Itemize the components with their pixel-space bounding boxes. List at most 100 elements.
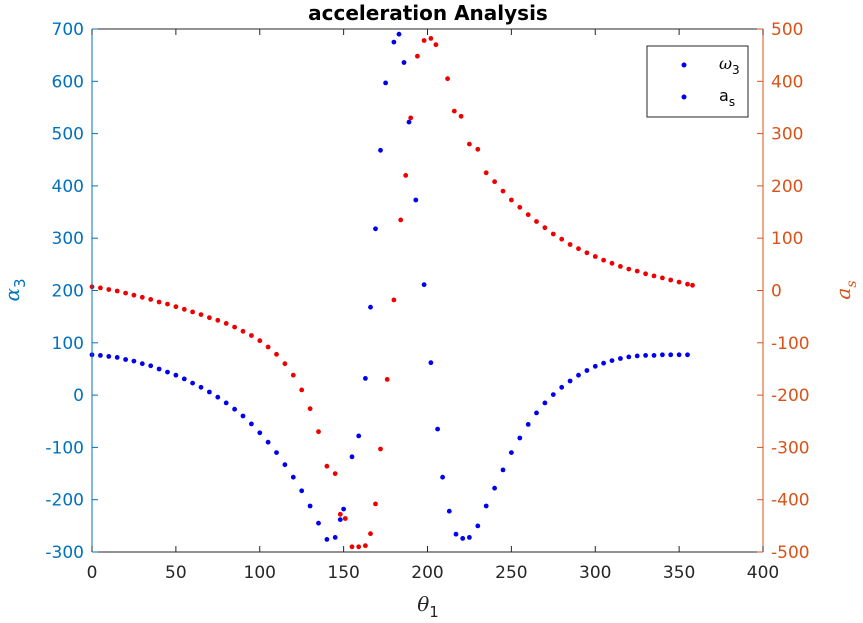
a-s-point xyxy=(131,292,137,298)
omega3-point xyxy=(421,282,427,288)
a-s-point xyxy=(384,377,390,382)
omega3-point xyxy=(500,467,506,473)
omega3-point xyxy=(207,389,212,395)
omega3-point xyxy=(467,535,472,540)
a-s-point xyxy=(257,338,263,344)
right-axis-label-main: a xyxy=(831,288,855,300)
a-s-point xyxy=(249,333,254,338)
omega3-point xyxy=(601,360,606,366)
omega3-point xyxy=(576,372,581,378)
a-s-point xyxy=(660,275,665,281)
a-s-point xyxy=(509,197,514,203)
a-s-point xyxy=(368,531,373,537)
omega3-point xyxy=(368,304,373,310)
a-s-point xyxy=(363,543,368,549)
left-tick-label: -300 xyxy=(45,543,84,563)
left-tick-label: 500 xyxy=(52,125,84,145)
omega3-point xyxy=(349,454,355,460)
a-s-point xyxy=(356,544,362,550)
omega3-point xyxy=(634,353,640,359)
x-tick-label: 200 xyxy=(411,563,443,583)
a-s-point xyxy=(651,273,657,279)
a-s-point xyxy=(324,463,330,469)
omega3-point xyxy=(446,508,452,514)
a-s-point xyxy=(181,306,187,312)
omega3-point xyxy=(257,430,263,436)
right-tick-label: 300 xyxy=(771,125,803,145)
omega3-point xyxy=(198,384,204,390)
a-s-point xyxy=(517,204,523,210)
a-s-point xyxy=(601,257,606,263)
a-s-point xyxy=(676,279,682,285)
omega3-point xyxy=(173,372,179,378)
omega3-point xyxy=(148,363,154,369)
legend-as-main: a xyxy=(719,86,729,105)
omega3-point xyxy=(592,363,598,369)
omega3-point xyxy=(483,503,489,509)
a-s-point xyxy=(378,446,383,452)
a-s-point xyxy=(342,516,348,521)
omega3-point xyxy=(215,394,221,400)
x-axis-label-sub: 1 xyxy=(429,603,439,621)
series-omega3 xyxy=(89,31,690,542)
x-axis-ticks: 0 50 100 150 200 250 300 350 400 xyxy=(87,29,779,583)
right-axis-label: as xyxy=(831,280,860,299)
a-s-point xyxy=(584,250,590,256)
a-s-point xyxy=(445,76,450,82)
a-s-point xyxy=(215,317,221,323)
chart-title: acceleration Analysis xyxy=(308,1,548,25)
omega3-point xyxy=(337,517,343,522)
legend-as-sub: s xyxy=(729,95,735,109)
right-axis-label-sub: s xyxy=(844,280,860,287)
a-s-point xyxy=(123,290,128,296)
omega3-point xyxy=(460,536,466,541)
a-s-point xyxy=(500,188,506,194)
a-s-point xyxy=(634,268,640,274)
x-axis-label: θ1 xyxy=(417,592,439,621)
omega3-point xyxy=(131,358,137,364)
a-s-point xyxy=(337,511,343,517)
omega3-point xyxy=(232,406,238,412)
a-s-point xyxy=(467,141,472,147)
left-tick-label: 300 xyxy=(52,229,84,249)
a-s-point xyxy=(373,501,378,507)
a-s-point xyxy=(592,254,598,259)
omega3-point xyxy=(435,426,440,432)
omega3-point xyxy=(413,197,419,203)
legend-label-omega3: ω3 xyxy=(719,54,740,77)
omega3-point xyxy=(290,474,296,480)
x-axis-label-main: θ xyxy=(417,592,429,616)
legend: ω3 as xyxy=(646,45,749,118)
a-s-point xyxy=(626,266,632,272)
x-tick-label: 300 xyxy=(579,563,611,583)
legend-marker-omega3 xyxy=(681,62,687,68)
left-tick-label: 100 xyxy=(52,334,84,354)
a-s-point xyxy=(240,328,246,334)
left-tick-label: -100 xyxy=(45,438,84,458)
omega3-point xyxy=(139,361,145,367)
left-axis-label-sub: 3 xyxy=(11,278,29,288)
a-s-point xyxy=(458,113,464,119)
a-s-point xyxy=(139,294,145,300)
omega3-point xyxy=(676,352,682,358)
a-s-point xyxy=(391,297,397,303)
omega3-point xyxy=(550,392,556,397)
series-a-s xyxy=(89,36,695,550)
legend-omega3-main: ω xyxy=(719,54,732,73)
omega3-point xyxy=(123,357,128,362)
a-s-point xyxy=(282,361,288,367)
omega3-point xyxy=(332,535,338,540)
omega3-point xyxy=(559,384,565,390)
a-s-point xyxy=(165,301,170,307)
omega3-point xyxy=(440,474,445,480)
a-s-point xyxy=(433,42,439,48)
omega3-point xyxy=(190,380,196,386)
right-tick-label: -500 xyxy=(771,543,810,563)
a-s-point xyxy=(483,170,489,176)
omega3-point xyxy=(525,422,531,427)
right-tick-label: 100 xyxy=(771,229,803,249)
omega3-point xyxy=(453,531,459,537)
a-s-point xyxy=(398,217,404,223)
omega3-point xyxy=(668,352,674,358)
